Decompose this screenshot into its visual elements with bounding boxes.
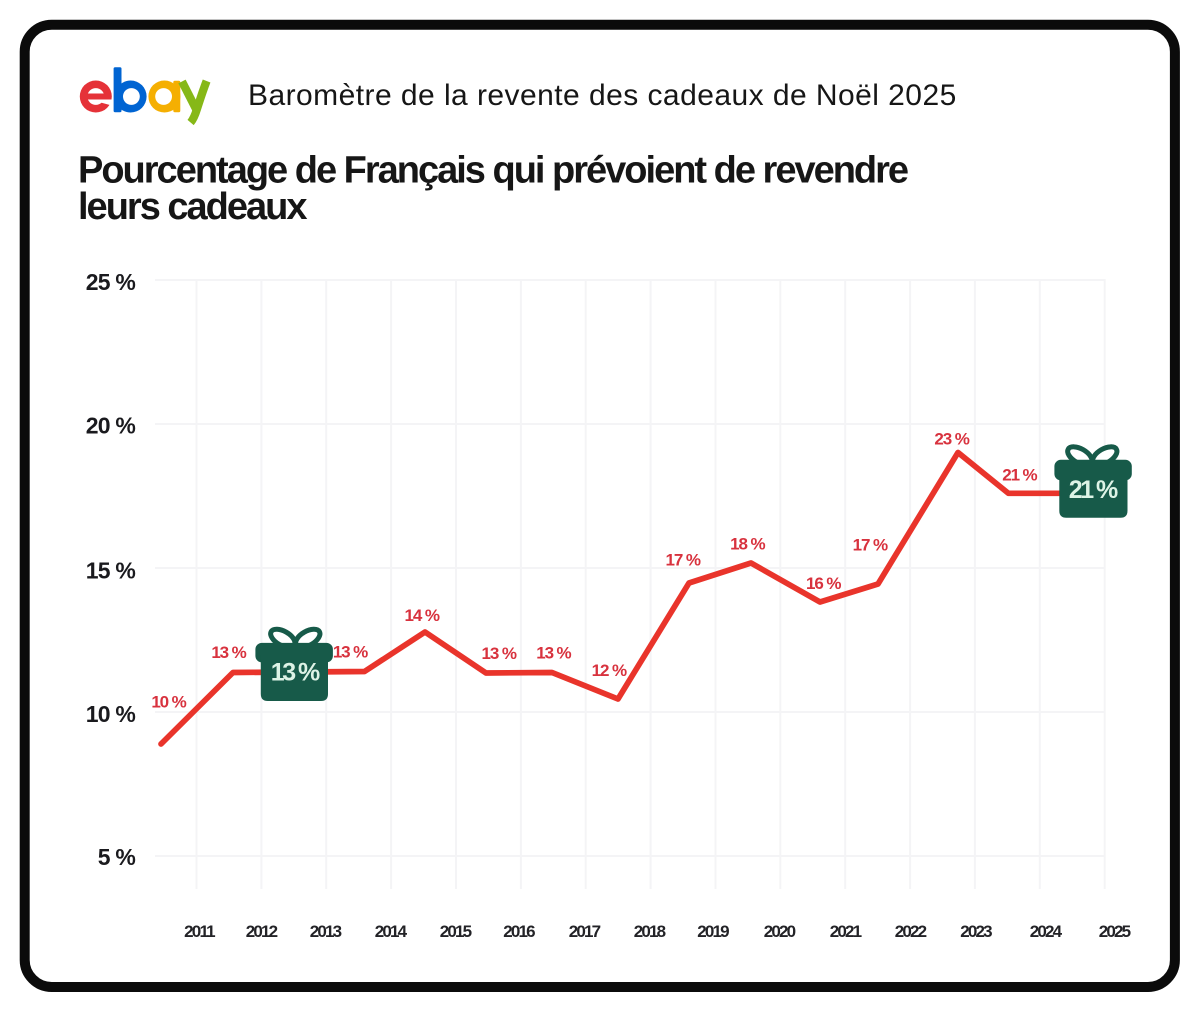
svg-text:2016: 2016 — [503, 922, 535, 941]
svg-text:13 %: 13 % — [536, 644, 571, 663]
svg-text:2021: 2021 — [830, 922, 862, 941]
svg-text:20 %: 20 % — [86, 413, 136, 439]
svg-text:13 %: 13 % — [482, 644, 517, 663]
svg-text:2024: 2024 — [1030, 922, 1063, 941]
svg-text:13 %: 13 % — [271, 658, 320, 686]
svg-text:2015: 2015 — [440, 922, 472, 941]
svg-text:Pourcentage de Français qui pr: Pourcentage de Français qui prévoient de… — [78, 150, 908, 192]
svg-text:2023: 2023 — [960, 922, 992, 941]
svg-text:14 %: 14 % — [405, 606, 440, 625]
svg-text:2018: 2018 — [634, 922, 666, 941]
svg-text:21 %: 21 % — [1069, 476, 1118, 504]
svg-text:2017: 2017 — [569, 922, 601, 941]
svg-text:10 %: 10 % — [86, 701, 136, 727]
svg-text:12 %: 12 % — [592, 661, 627, 680]
svg-text:Baromètre de la revente des ca: Baromètre de la revente des cadeaux de N… — [248, 79, 957, 112]
svg-text:10 %: 10 % — [151, 693, 186, 712]
svg-text:2013: 2013 — [310, 922, 342, 941]
svg-text:16 %: 16 % — [806, 574, 841, 593]
svg-text:2011: 2011 — [184, 922, 215, 941]
svg-text:23 %: 23 % — [934, 430, 969, 449]
svg-text:13 %: 13 % — [333, 643, 368, 662]
svg-text:13 %: 13 % — [211, 643, 246, 662]
svg-text:17 %: 17 % — [666, 551, 701, 570]
svg-text:leurs cadeaux: leurs cadeaux — [78, 186, 307, 228]
svg-text:2019: 2019 — [697, 922, 729, 941]
svg-text:5 %: 5 % — [98, 844, 136, 870]
svg-text:2025: 2025 — [1099, 922, 1131, 941]
svg-text:25 %: 25 % — [86, 269, 136, 295]
svg-text:21 %: 21 % — [1002, 466, 1037, 485]
svg-text:15 %: 15 % — [86, 558, 136, 584]
svg-text:2012: 2012 — [246, 922, 278, 941]
svg-text:17 %: 17 % — [853, 535, 888, 554]
svg-text:2022: 2022 — [895, 922, 927, 941]
svg-text:2020: 2020 — [764, 922, 796, 941]
svg-text:18 %: 18 % — [730, 535, 765, 554]
svg-text:2014: 2014 — [375, 922, 408, 941]
